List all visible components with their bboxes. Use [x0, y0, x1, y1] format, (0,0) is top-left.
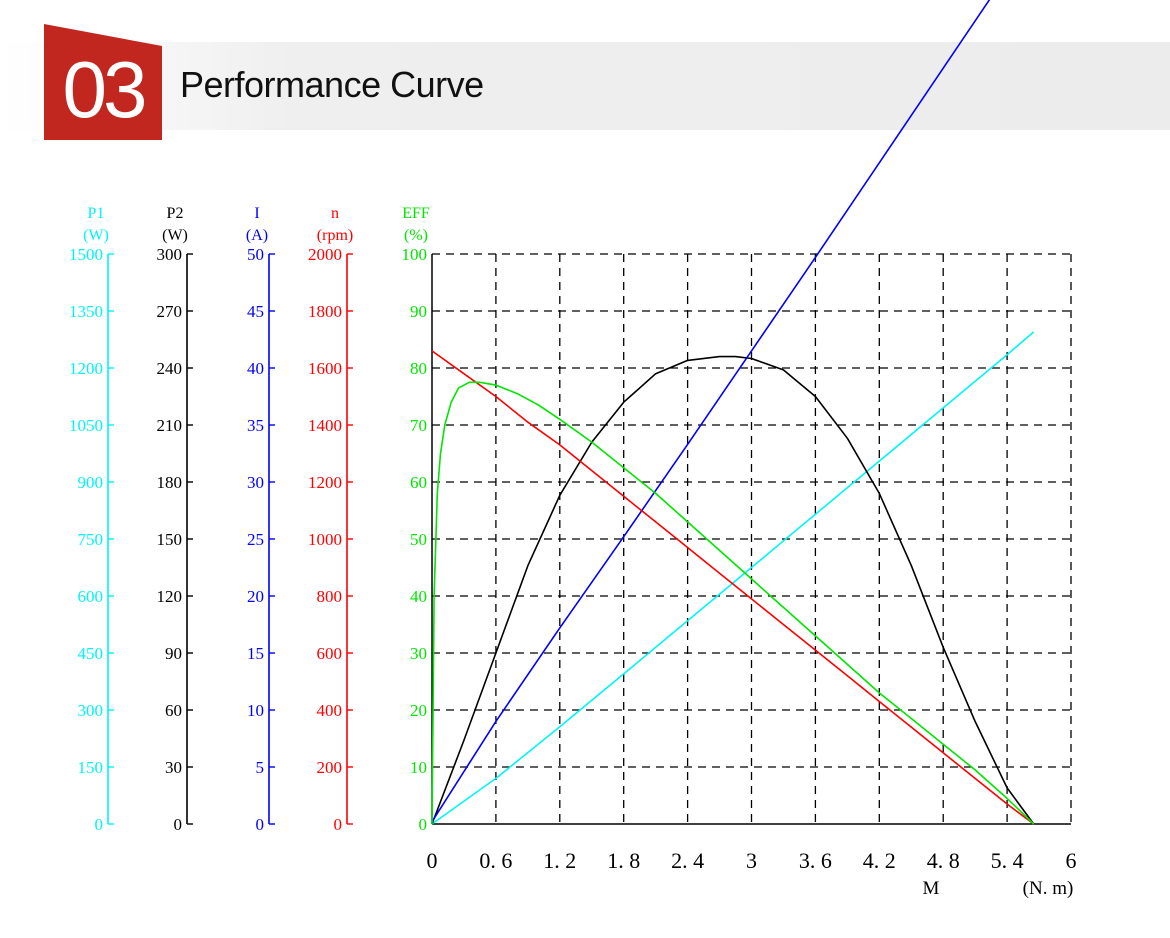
n-axis-name: n [331, 205, 339, 222]
eff-tick-label: 40 [410, 587, 427, 606]
p2-tick-label: 60 [165, 701, 182, 720]
p1-tick-label: 900 [78, 473, 104, 492]
p2-axis-name: P2 [167, 205, 184, 222]
eff-axis-name: EFF [402, 205, 430, 222]
p1-tick-label: 450 [78, 644, 104, 663]
eff-tick-label: 30 [410, 644, 427, 663]
p2-axis-unit: (W) [162, 227, 188, 244]
n-axis-unit: (rpm) [317, 227, 353, 244]
eff-axis-unit: (%) [404, 227, 428, 244]
i-tick-label: 45 [247, 302, 264, 321]
eff-tick-label: 70 [410, 416, 427, 435]
i-tick-label: 50 [247, 245, 264, 264]
i-tick-label: 30 [247, 473, 264, 492]
n-tick-label: 1800 [308, 302, 342, 321]
section-title: Performance Curve [180, 64, 484, 105]
eff-tick-label: 80 [410, 359, 427, 378]
n-tick-label: 1000 [308, 530, 342, 549]
p2-tick-label: 270 [157, 302, 183, 321]
i-tick-label: 25 [247, 530, 264, 549]
x-axis-unit: (N. m) [1023, 878, 1074, 899]
section-number: 03 [62, 45, 148, 134]
i-axis-unit: (A) [246, 227, 268, 244]
n-tick-label: 200 [317, 758, 343, 777]
n-tick-label: 1200 [308, 473, 342, 492]
x-tick-label: 1. 8 [607, 848, 640, 873]
i-tick-label: 15 [247, 644, 264, 663]
p1-tick-label: 300 [78, 701, 104, 720]
p1-tick-label: 750 [78, 530, 104, 549]
x-axis-label: M [923, 878, 940, 899]
badge-shape [44, 24, 162, 140]
n-tick-label: 1400 [308, 416, 342, 435]
x-tick-label: 3 [746, 848, 757, 873]
p2-tick-label: 300 [157, 245, 183, 264]
x-tick-label: 2. 4 [671, 848, 704, 873]
i-tick-label: 5 [256, 758, 265, 777]
p1-tick-label: 600 [78, 587, 104, 606]
x-tick-label: 0. 6 [479, 848, 512, 873]
i-tick-label: 20 [247, 587, 264, 606]
n-tick-label: 1600 [308, 359, 342, 378]
p1-tick-label: 150 [78, 758, 104, 777]
x-tick-label: 4. 2 [863, 848, 896, 873]
p2-tick-label: 0 [174, 815, 183, 834]
p1-tick-label: 1350 [69, 302, 103, 321]
eff-tick-label: 20 [410, 701, 427, 720]
series-line-n [431, 350, 1035, 825]
n-tick-label: 2000 [308, 245, 342, 264]
section-number-badge [44, 24, 162, 140]
i-tick-label: 10 [247, 701, 264, 720]
p2-tick-label: 30 [165, 758, 182, 777]
eff-tick-label: 10 [410, 758, 427, 777]
p1-tick-label: 0 [95, 815, 104, 834]
p2-tick-label: 180 [157, 473, 183, 492]
i-tick-label: 0 [256, 815, 265, 834]
i-tick-label: 35 [247, 416, 264, 435]
p1-axis-unit: (W) [83, 227, 109, 244]
eff-tick-label: 60 [410, 473, 427, 492]
p2-tick-label: 90 [165, 644, 182, 663]
p2-tick-label: 240 [157, 359, 183, 378]
n-tick-label: 400 [317, 701, 343, 720]
series-line-p1 [431, 331, 1035, 825]
p1-axis-name: P1 [88, 205, 105, 222]
x-tick-label: 6 [1066, 848, 1077, 873]
x-tick-label: 0 [427, 848, 438, 873]
p2-tick-label: 150 [157, 530, 183, 549]
series-line-eff [431, 381, 1035, 825]
x-tick-label: 5. 4 [991, 848, 1024, 873]
header-bar [0, 42, 1170, 130]
x-tick-label: 1. 2 [543, 848, 576, 873]
n-tick-label: 600 [317, 644, 343, 663]
p2-tick-label: 210 [157, 416, 183, 435]
eff-tick-label: 100 [402, 245, 428, 264]
i-axis-name: I [254, 205, 259, 222]
n-tick-label: 800 [317, 587, 343, 606]
eff-tick-label: 50 [410, 530, 427, 549]
p2-tick-label: 120 [157, 587, 183, 606]
i-tick-label: 40 [247, 359, 264, 378]
eff-tick-label: 90 [410, 302, 427, 321]
x-tick-label: 3. 6 [799, 848, 832, 873]
p1-tick-label: 1200 [69, 359, 103, 378]
series-line-p2 [431, 355, 1035, 825]
p1-tick-label: 1500 [69, 245, 103, 264]
p1-tick-label: 1050 [69, 416, 103, 435]
x-tick-label: 4. 8 [927, 848, 960, 873]
series-line-i [431, 0, 991, 823]
n-tick-label: 0 [334, 815, 343, 834]
eff-tick-label: 0 [419, 815, 428, 834]
